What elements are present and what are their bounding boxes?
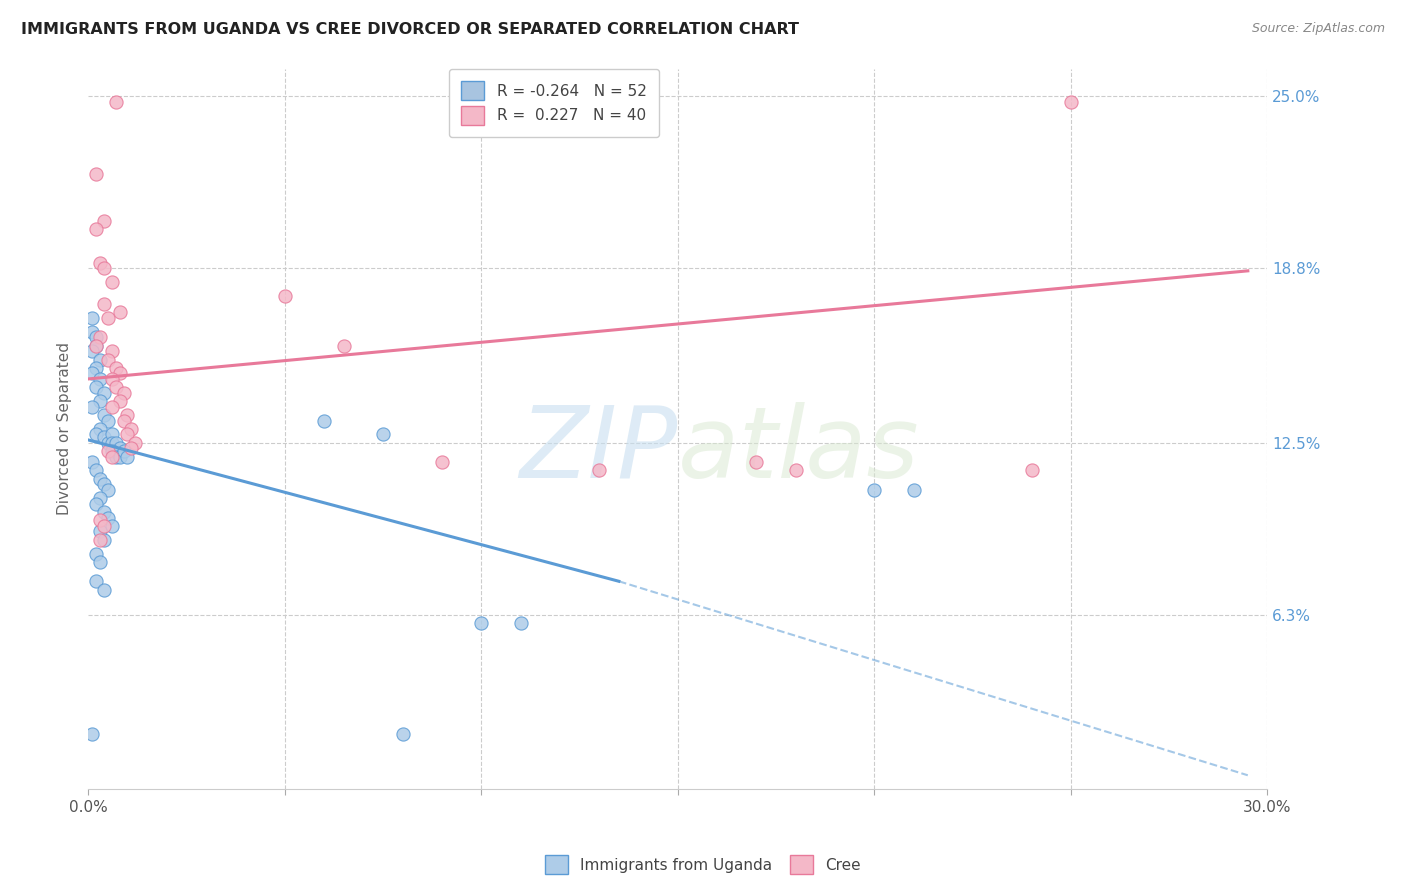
- Point: [100, 344, 122, 359]
- Point: [100, 275, 122, 289]
- Point: [80, 455, 103, 469]
- Point: [120, 422, 142, 436]
- Point: [863, 483, 886, 497]
- Point: [117, 408, 139, 422]
- Point: [97, 444, 120, 458]
- Point: [89, 533, 111, 547]
- Point: [89, 491, 111, 505]
- Point: [84, 427, 107, 442]
- Point: [93, 297, 115, 311]
- Point: [100, 400, 122, 414]
- Point: [84, 574, 107, 589]
- Point: [84, 547, 107, 561]
- Point: [84, 222, 107, 236]
- Point: [89, 352, 111, 367]
- Point: [100, 372, 122, 386]
- Point: [93, 430, 115, 444]
- Point: [80, 310, 103, 325]
- Point: [97, 510, 120, 524]
- Point: [108, 450, 131, 464]
- Point: [84, 360, 107, 375]
- Point: [108, 394, 131, 409]
- Point: [93, 505, 115, 519]
- Point: [97, 435, 120, 450]
- Point: [93, 477, 115, 491]
- Point: [470, 615, 492, 630]
- Point: [117, 427, 139, 442]
- Point: [108, 442, 131, 456]
- Point: [104, 95, 127, 109]
- Point: [89, 472, 111, 486]
- Point: [93, 408, 115, 422]
- Point: [80, 367, 103, 381]
- Point: [80, 325, 103, 339]
- Point: [93, 385, 115, 400]
- Text: ZIP: ZIP: [520, 402, 678, 499]
- Point: [100, 435, 122, 450]
- Point: [97, 352, 120, 367]
- Point: [93, 533, 115, 547]
- Point: [104, 360, 127, 375]
- Point: [112, 444, 135, 458]
- Point: [97, 413, 120, 427]
- Point: [84, 497, 107, 511]
- Point: [120, 442, 142, 456]
- Legend: Immigrants from Uganda, Cree: Immigrants from Uganda, Cree: [538, 849, 868, 880]
- Point: [84, 330, 107, 344]
- Point: [89, 330, 111, 344]
- Point: [588, 463, 610, 477]
- Point: [100, 427, 122, 442]
- Point: [89, 513, 111, 527]
- Point: [112, 385, 135, 400]
- Point: [89, 555, 111, 569]
- Point: [93, 582, 115, 597]
- Point: [89, 372, 111, 386]
- Point: [117, 450, 139, 464]
- Point: [84, 167, 107, 181]
- Point: [108, 367, 131, 381]
- Point: [93, 214, 115, 228]
- Point: [332, 339, 354, 353]
- Text: atlas: atlas: [678, 402, 920, 499]
- Point: [89, 524, 111, 539]
- Text: IMMIGRANTS FROM UGANDA VS CREE DIVORCED OR SEPARATED CORRELATION CHART: IMMIGRANTS FROM UGANDA VS CREE DIVORCED …: [21, 22, 799, 37]
- Point: [124, 435, 146, 450]
- Point: [391, 727, 413, 741]
- Point: [89, 394, 111, 409]
- Point: [80, 344, 103, 359]
- Point: [745, 455, 768, 469]
- Point: [273, 289, 295, 303]
- Point: [100, 450, 122, 464]
- Point: [84, 463, 107, 477]
- Point: [97, 483, 120, 497]
- Point: [371, 427, 394, 442]
- Point: [104, 380, 127, 394]
- Point: [89, 255, 111, 269]
- Point: [93, 261, 115, 276]
- Point: [430, 455, 453, 469]
- Point: [84, 339, 107, 353]
- Point: [1060, 95, 1083, 109]
- Point: [108, 305, 131, 319]
- Legend: R = -0.264   N = 52, R =  0.227   N = 40: R = -0.264 N = 52, R = 0.227 N = 40: [450, 69, 658, 136]
- Point: [80, 400, 103, 414]
- Point: [84, 339, 107, 353]
- Point: [312, 413, 335, 427]
- Y-axis label: Divorced or Separated: Divorced or Separated: [58, 343, 72, 516]
- Point: [509, 615, 531, 630]
- Point: [93, 519, 115, 533]
- Point: [100, 519, 122, 533]
- Point: [97, 310, 120, 325]
- Point: [100, 444, 122, 458]
- Point: [903, 483, 925, 497]
- Point: [112, 413, 135, 427]
- Point: [785, 463, 807, 477]
- Point: [80, 727, 103, 741]
- Point: [84, 380, 107, 394]
- Point: [104, 435, 127, 450]
- Point: [89, 422, 111, 436]
- Text: Source: ZipAtlas.com: Source: ZipAtlas.com: [1251, 22, 1385, 36]
- Point: [104, 450, 127, 464]
- Point: [1021, 463, 1043, 477]
